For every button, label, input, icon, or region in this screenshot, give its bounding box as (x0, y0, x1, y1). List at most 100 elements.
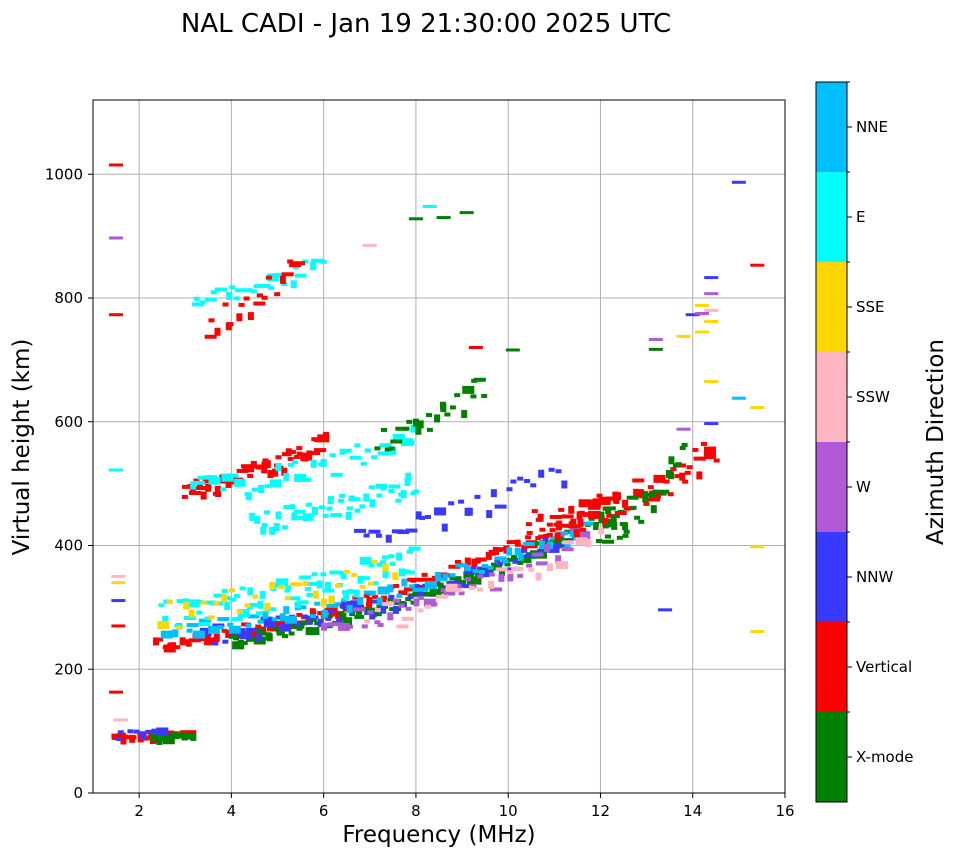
echo-point (306, 620, 313, 625)
echo-point (256, 628, 263, 637)
echo-point (622, 499, 629, 508)
echo-point (558, 507, 565, 512)
echo-point (127, 729, 134, 734)
echo-point (377, 451, 390, 456)
echo-point (311, 506, 318, 515)
echo-point (317, 611, 324, 616)
echo-point (278, 584, 285, 589)
echo-point (261, 461, 268, 470)
echo-point (247, 473, 254, 478)
echo-point (325, 607, 338, 612)
colorbar-tick-label: SSW (856, 388, 890, 406)
echo-point (412, 587, 419, 592)
echo-point (120, 736, 127, 745)
echo-point (502, 559, 509, 564)
echo-point (405, 528, 418, 533)
echo-point (477, 574, 484, 579)
echo-point (539, 540, 552, 545)
echo-point (305, 502, 312, 507)
echo-point (704, 276, 719, 280)
echo-point (393, 598, 400, 603)
echo-point (398, 603, 405, 608)
echo-point (385, 534, 392, 543)
echo-point (190, 599, 203, 604)
echo-point (408, 546, 421, 551)
echo-point (172, 629, 179, 638)
colorbar-tick-label: NNE (856, 118, 888, 136)
echo-point (241, 464, 254, 469)
echo-point (204, 616, 211, 621)
echo-point (454, 393, 461, 398)
echo-point (250, 289, 257, 294)
echo-point (192, 480, 205, 485)
echo-point (514, 539, 521, 544)
echo-point (388, 446, 395, 451)
echo-point (374, 607, 381, 612)
echo-point (667, 492, 674, 497)
echo-point (538, 534, 545, 539)
echo-point (401, 578, 408, 587)
echo-point (497, 561, 504, 566)
echo-point (471, 558, 478, 567)
echo-point (465, 567, 472, 572)
echo-point (279, 613, 286, 622)
echo-point (602, 539, 615, 544)
echo-point (353, 607, 366, 612)
echo-point (694, 330, 709, 334)
colorbar-label: Azimuth Direction (923, 339, 949, 545)
echo-point (476, 566, 483, 571)
echo-point (228, 634, 235, 639)
echo-point (614, 510, 627, 515)
echo-point (395, 426, 408, 431)
echo-point (274, 292, 281, 297)
echo-point (549, 536, 556, 541)
echo-point (228, 625, 241, 634)
echo-point (238, 302, 245, 307)
echo-point (491, 562, 498, 571)
echo-point (183, 598, 190, 603)
echo-point (302, 259, 309, 264)
echo-point (449, 405, 456, 410)
echo-point (259, 590, 266, 599)
echo-point (638, 519, 645, 524)
echo-point (596, 538, 603, 543)
echo-point (553, 543, 560, 548)
echo-point (360, 461, 367, 466)
echo-point (376, 603, 383, 608)
echo-point (685, 313, 700, 317)
echo-point (327, 500, 334, 505)
echo-point (290, 280, 297, 289)
echo-point (435, 571, 442, 580)
echo-point (245, 623, 252, 628)
echo-point (193, 630, 206, 639)
echo-point (111, 574, 126, 578)
echo-point (704, 292, 719, 296)
echo-point (593, 521, 600, 530)
echo-point (272, 468, 279, 477)
echo-point (542, 537, 549, 542)
echo-point (198, 622, 211, 627)
echo-point (494, 556, 507, 561)
echo-point (359, 504, 366, 509)
echo-point (623, 529, 630, 534)
echo-point (528, 567, 535, 572)
echo-point (374, 446, 381, 451)
echo-point (217, 617, 230, 622)
echo-point (356, 610, 363, 615)
echo-point (468, 346, 483, 349)
echo-point (173, 735, 180, 740)
echo-point (111, 599, 126, 603)
echo-point (463, 571, 470, 580)
echo-point (281, 272, 294, 277)
echo-point (409, 584, 416, 589)
echo-point (288, 596, 301, 601)
echo-point (368, 485, 375, 490)
echo-point (111, 624, 126, 628)
echo-point (352, 595, 359, 600)
echo-point (229, 285, 236, 290)
echo-point (364, 610, 371, 615)
echo-point (307, 516, 314, 521)
echo-point (402, 440, 415, 445)
echo-point (267, 470, 274, 479)
echo-point (247, 312, 254, 321)
